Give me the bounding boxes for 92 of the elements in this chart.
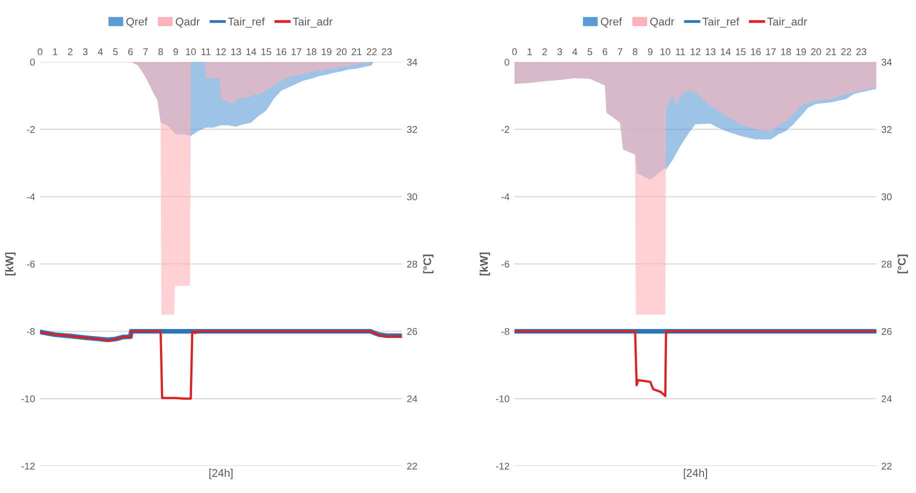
y-tick-label: -12 — [496, 462, 510, 470]
x-tick-label: 2 — [542, 48, 547, 56]
y2-tick-label: 34 — [407, 58, 418, 66]
y-tick-label: 0 — [30, 58, 35, 66]
y2-tick-label: 24 — [882, 395, 892, 402]
x-tick-label: 22 — [366, 48, 377, 56]
x-tick-label: 12 — [690, 48, 700, 56]
y2-tick-label: 26 — [407, 328, 418, 335]
line-series — [514, 330, 876, 398]
x-tick-label: 16 — [751, 48, 761, 56]
x-tick-label: 17 — [292, 48, 302, 56]
x-tick-label: 8 — [158, 48, 163, 56]
x-tick-label: 1 — [53, 48, 58, 56]
x-tick-label: 3 — [82, 48, 88, 56]
y2-tick-label: 30 — [407, 193, 418, 200]
x-tick-label: 19 — [796, 48, 806, 56]
line-series — [40, 330, 402, 400]
x-tick-label: 16 — [276, 48, 286, 56]
x-tick-label: 21 — [826, 48, 836, 56]
x-tick-label: 11 — [202, 48, 210, 56]
y2-tick-label: 30 — [882, 193, 892, 200]
x-tick-label: 17 — [766, 48, 776, 56]
y2-tick-label: 24 — [407, 395, 418, 402]
x-tick-label: 0 — [512, 48, 517, 56]
x-tick-label: 10 — [186, 48, 196, 56]
x-tick-label: 21 — [352, 48, 362, 56]
x-tick-label: 9 — [173, 48, 178, 56]
legend-label: Tair_adr — [767, 17, 807, 28]
y-tick-label: 0 — [504, 58, 510, 66]
x-tick-label: 20 — [336, 48, 347, 56]
y-tick-label: -2 — [26, 126, 35, 133]
y-tick-label: -4 — [26, 193, 35, 200]
y2-tick-label: 32 — [407, 126, 418, 133]
y2-tick-label: 28 — [882, 260, 892, 268]
x-tick-label: 23 — [382, 48, 392, 56]
y2-tick-label: 22 — [882, 462, 892, 470]
legend-label: Qadr — [650, 17, 674, 28]
x-tick-label: 13 — [231, 48, 241, 56]
y2-tick-label: 28 — [407, 260, 418, 268]
x-axis-title: [24h] — [209, 468, 233, 480]
x-tick-label: 19 — [322, 48, 332, 56]
y2-tick-label: 26 — [882, 328, 892, 335]
y-axis-title: [kW] — [5, 252, 16, 276]
y2-tick-label: 22 — [407, 462, 418, 470]
x-tick-label: 0 — [38, 48, 42, 56]
legend-label: Tair_ref — [702, 17, 740, 28]
x-tick-label: 15 — [736, 48, 746, 56]
legend-label: Tair_ref — [228, 17, 265, 28]
x-tick-label: 15 — [262, 48, 272, 56]
x-tick-label: 13 — [706, 48, 716, 56]
x-tick-label: 14 — [246, 48, 256, 56]
x-axis-title: [24h] — [684, 468, 707, 480]
x-tick-label: 8 — [632, 48, 638, 56]
legend-label: Qref — [600, 17, 622, 28]
y-tick-label: -8 — [501, 328, 510, 335]
legend-label: Qref — [126, 17, 148, 28]
x-tick-label: 6 — [128, 48, 133, 56]
x-tick-label: 2 — [68, 48, 72, 56]
y-tick-label: -4 — [501, 193, 510, 200]
x-tick-label: 5 — [113, 48, 118, 56]
x-tick-label: 23 — [856, 48, 866, 56]
y-tick-label: -2 — [501, 126, 510, 133]
x-tick-label: 18 — [306, 48, 316, 56]
x-tick-label: 20 — [811, 48, 822, 56]
x-tick-label: 4 — [98, 48, 103, 56]
y-axis-title: [kW] — [480, 252, 490, 276]
y2-tick-label: 32 — [882, 126, 892, 133]
legend-label: Tair_adr — [292, 17, 332, 28]
legend-label: Qadr — [176, 17, 200, 28]
x-tick-label: 10 — [660, 48, 670, 56]
x-tick-label: 4 — [572, 48, 578, 56]
y2-tick-label: 34 — [882, 58, 892, 66]
y2-axis-title: [°C] — [898, 254, 908, 274]
x-tick-label: 7 — [143, 48, 148, 56]
x-tick-label: 12 — [216, 48, 226, 56]
x-tick-label: 11 — [676, 48, 685, 56]
x-tick-label: 14 — [720, 48, 731, 56]
x-tick-label: 22 — [841, 48, 852, 56]
y-tick-label: -10 — [22, 395, 35, 402]
x-tick-label: 5 — [588, 48, 592, 56]
y-tick-label: -12 — [22, 462, 35, 470]
x-tick-label: 9 — [648, 48, 652, 56]
y-tick-label: -10 — [496, 395, 510, 402]
y-tick-label: -6 — [26, 260, 35, 268]
x-tick-label: 1 — [528, 48, 532, 56]
y2-axis-title: [°C] — [423, 254, 434, 274]
x-tick-label: 18 — [781, 48, 791, 56]
x-tick-label: 6 — [602, 48, 608, 56]
x-tick-label: 3 — [557, 48, 562, 56]
x-tick-label: 7 — [618, 48, 622, 56]
y-tick-label: -8 — [26, 328, 35, 335]
y-tick-label: -6 — [501, 260, 510, 268]
